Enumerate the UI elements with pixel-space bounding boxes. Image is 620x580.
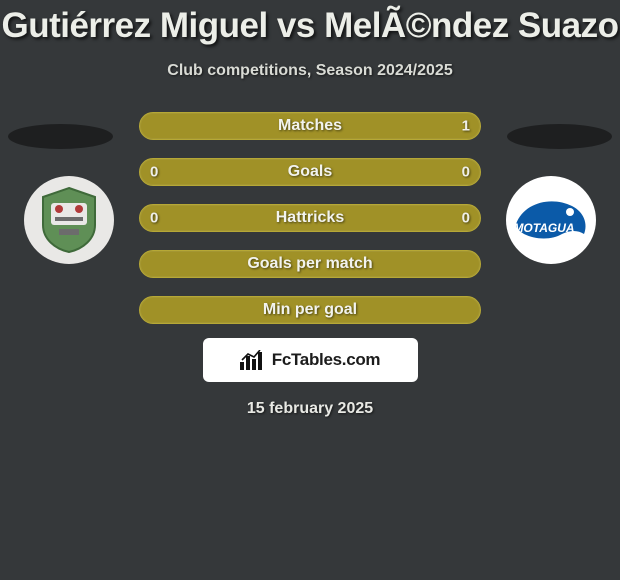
page-subtitle: Club competitions, Season 2024/2025 [0, 62, 620, 80]
stat-label: Goals per match [247, 255, 372, 273]
stat-label: Min per goal [263, 301, 357, 319]
stat-right-value: 0 [462, 164, 470, 181]
stat-label: Hattricks [276, 209, 344, 227]
stat-right-value: 0 [462, 210, 470, 227]
stat-left-value: 0 [150, 210, 158, 227]
team-right-badge: MOTAGUA [506, 176, 596, 264]
stat-row-hattricks: 0 Hattricks 0 [139, 204, 481, 232]
stat-row-goals-per-match: Goals per match [139, 250, 481, 278]
team-left-shadow [8, 124, 113, 149]
stat-right-value: 1 [462, 118, 470, 135]
bars-icon [240, 350, 266, 370]
stat-row-matches: Matches 1 [139, 112, 481, 140]
team-left-badge [24, 176, 114, 264]
stat-label: Matches [278, 117, 342, 135]
match-date: 15 february 2025 [0, 400, 620, 418]
team-right-crest-icon: MOTAGUA [512, 192, 590, 248]
stat-label: Goals [288, 163, 332, 181]
stat-left-value: 0 [150, 164, 158, 181]
site-attribution: FcTables.com [203, 338, 418, 382]
site-brand-text: FcTables.com [272, 350, 381, 370]
svg-text:MOTAGUA: MOTAGUA [513, 221, 574, 235]
team-right-shadow [507, 124, 612, 149]
team-left-crest-icon [37, 185, 101, 255]
page-title: Gutiérrez Miguel vs MelÃ©ndez Suazo [0, 0, 620, 46]
stat-row-goals: 0 Goals 0 [139, 158, 481, 186]
stat-row-min-per-goal: Min per goal [139, 296, 481, 324]
